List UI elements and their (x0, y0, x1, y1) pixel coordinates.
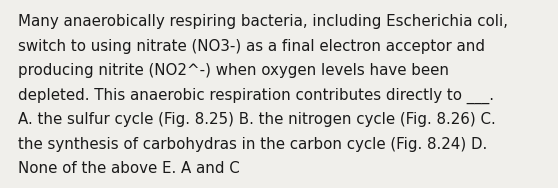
Text: A. the sulfur cycle (Fig. 8.25) B. the nitrogen cycle (Fig. 8.26) C.: A. the sulfur cycle (Fig. 8.25) B. the n… (18, 112, 496, 127)
Text: the synthesis of carbohydras in the carbon cycle (Fig. 8.24) D.: the synthesis of carbohydras in the carb… (18, 136, 487, 152)
Text: switch to using nitrate (NO3-) as a final electron acceptor and: switch to using nitrate (NO3-) as a fina… (18, 39, 485, 54)
Text: producing nitrite (NO2^-) when oxygen levels have been: producing nitrite (NO2^-) when oxygen le… (18, 63, 449, 78)
Text: None of the above E. A and C: None of the above E. A and C (18, 161, 240, 176)
Text: Many anaerobically respiring bacteria, including Escherichia coli,: Many anaerobically respiring bacteria, i… (18, 14, 508, 29)
Text: depleted. This anaerobic respiration contributes directly to ___.: depleted. This anaerobic respiration con… (18, 87, 494, 104)
